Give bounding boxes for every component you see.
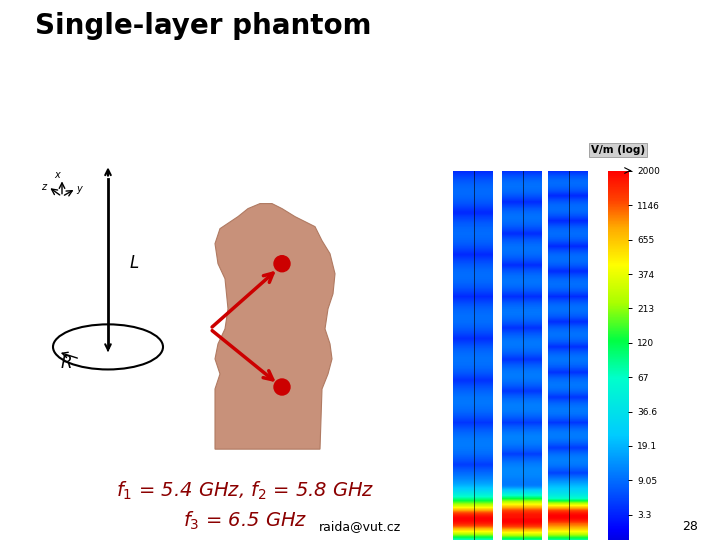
Text: $f_3$ = 6.5 GHz: $f_3$ = 6.5 GHz <box>183 510 307 532</box>
Text: $f_1$ = 5.4 GHz, $f_2$ = 5.8 GHz: $f_1$ = 5.4 GHz, $f_2$ = 5.8 GHz <box>115 480 374 502</box>
Bar <box>11 505 47 515</box>
Text: 28: 28 <box>683 520 698 533</box>
Text: Single-layer phantom: Single-layer phantom <box>35 12 372 40</box>
Text: z: z <box>42 181 47 192</box>
Circle shape <box>274 379 290 395</box>
Text: L: L <box>130 254 139 272</box>
Circle shape <box>274 256 290 272</box>
Text: raida@vut.cz: raida@vut.cz <box>319 520 401 533</box>
Polygon shape <box>215 204 335 449</box>
Text: R: R <box>60 354 72 372</box>
Bar <box>23 505 35 534</box>
Text: y: y <box>76 184 82 193</box>
Text: x: x <box>54 170 60 179</box>
Text: V/m (log): V/m (log) <box>591 145 645 156</box>
